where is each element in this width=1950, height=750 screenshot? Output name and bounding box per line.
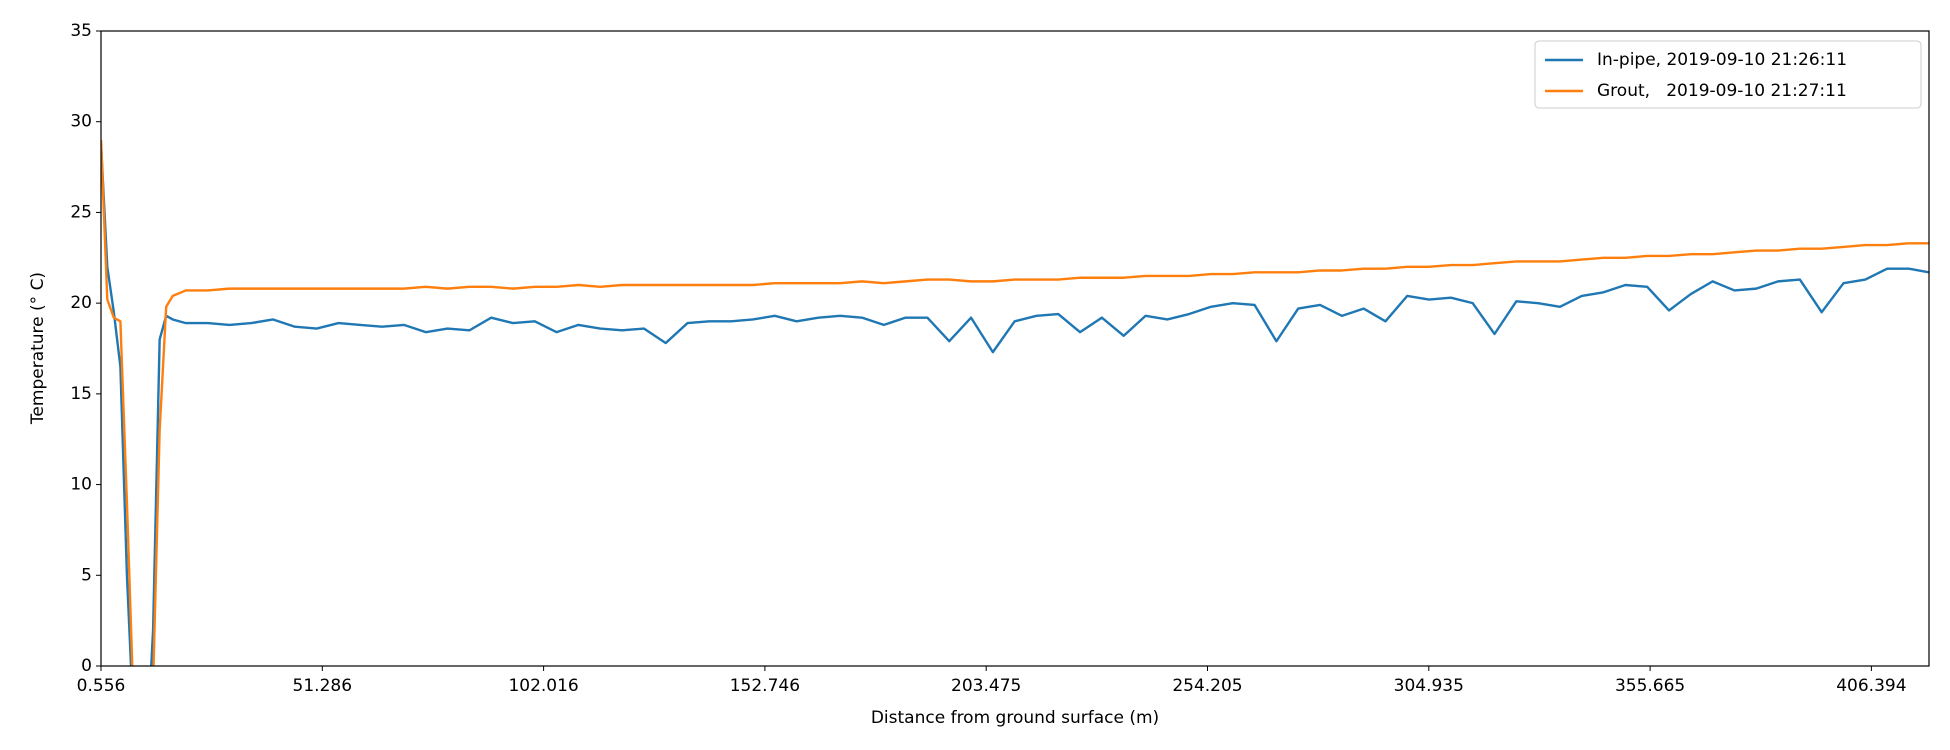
x-tick-label: 203.475 xyxy=(951,676,1021,696)
legend-label: In-pipe, 2019-09-10 21:26:11 xyxy=(1597,50,1847,70)
y-tick-label: 10 xyxy=(70,475,92,495)
x-tick-label: 102.016 xyxy=(508,676,578,696)
x-tick-label: 0.556 xyxy=(77,676,126,696)
x-tick-label: 406.394 xyxy=(1836,676,1906,696)
series-line xyxy=(101,143,1929,666)
plot-area xyxy=(101,139,1929,666)
x-tick-label: 254.205 xyxy=(1172,676,1242,696)
x-tick-label: 304.935 xyxy=(1394,676,1464,696)
x-axis-label: Distance from ground surface (m) xyxy=(871,708,1159,728)
legend-box xyxy=(1534,40,1922,109)
legend-label: Grout, 2019-09-10 21:27:11 xyxy=(1597,81,1847,101)
y-tick-label: 35 xyxy=(70,21,92,41)
plot-frame xyxy=(100,30,1930,667)
y-tick-label: 0 xyxy=(81,656,92,676)
y-tick-label: 30 xyxy=(70,112,92,132)
y-tick-label: 5 xyxy=(81,565,92,585)
y-axis-label: Temperature (° C) xyxy=(28,272,48,425)
x-tick-label: 152.746 xyxy=(730,676,800,696)
x-tick-label: 51.286 xyxy=(293,676,352,696)
x-tick-label: 355.665 xyxy=(1615,676,1685,696)
y-tick-label: 25 xyxy=(70,202,92,222)
y-tick-label: 15 xyxy=(70,384,92,404)
series-line xyxy=(101,139,1929,666)
y-tick-label: 20 xyxy=(70,293,92,313)
